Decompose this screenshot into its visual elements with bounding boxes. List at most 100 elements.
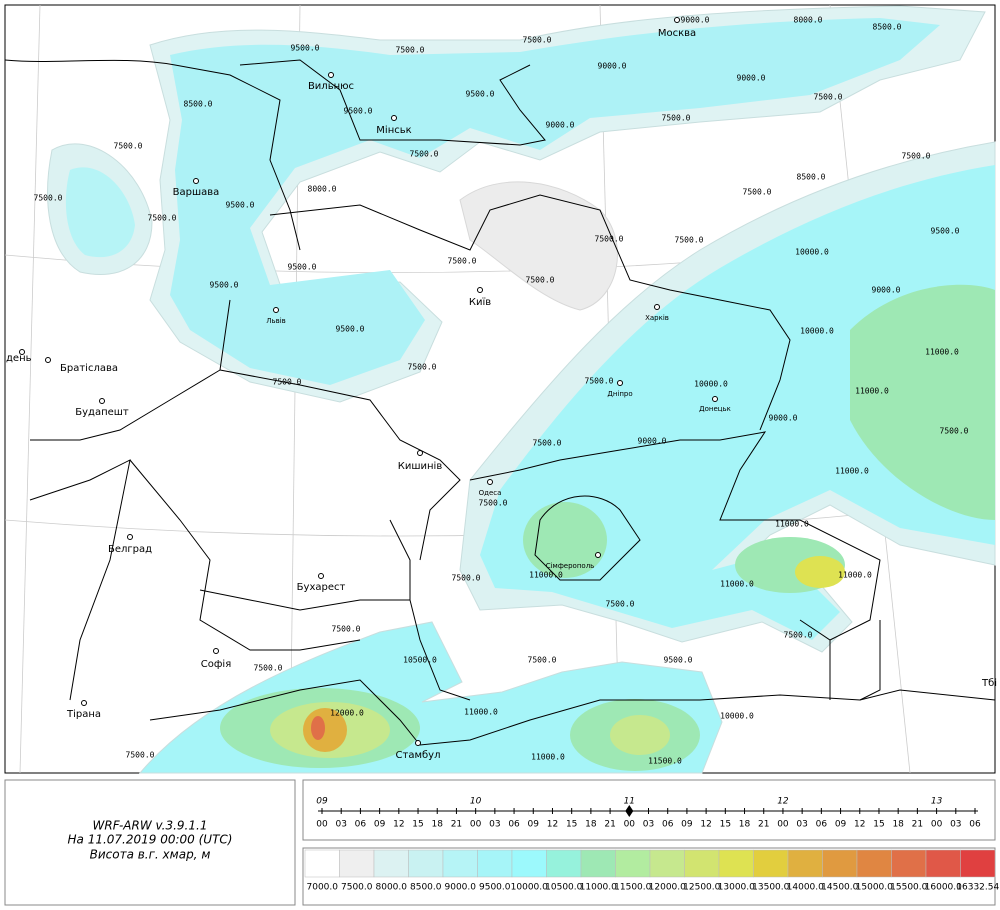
info-panel: WRF-ARW v.3.9.1.1 На 11.07.2019 00:00 (U… — [4, 779, 296, 906]
hour-label: 21 — [758, 820, 769, 830]
forecast-date: На 11.07.2019 00:00 (UTC) — [68, 833, 233, 847]
contour-label: 11000.0 — [855, 387, 889, 396]
colorbar-label: 14000.0 — [787, 883, 824, 893]
city-label: Софія — [201, 658, 231, 670]
hour-label: 09 — [528, 820, 540, 830]
contour-label: 7500.0 — [662, 114, 691, 123]
colorbar-label: 9000.0 — [445, 883, 477, 893]
hour-label: 12 — [854, 820, 865, 830]
border — [129, 459, 361, 651]
contour-label: 9000.0 — [638, 437, 667, 446]
contour-label: 7500.0 — [408, 363, 437, 372]
city-label: Кишинів — [398, 460, 443, 472]
hour-label: 21 — [604, 820, 615, 830]
colorbar-cell — [787, 849, 823, 878]
city-label: Тбі — [981, 677, 997, 689]
colorbar-cell — [684, 849, 720, 878]
contour-label: 8500.0 — [797, 173, 826, 182]
city-marker — [674, 17, 680, 23]
city-marker — [328, 72, 334, 78]
cloud-area — [850, 284, 995, 520]
contour-label: 7500.0 — [254, 664, 283, 673]
hour-label: 18 — [585, 820, 597, 830]
border — [30, 299, 231, 441]
cloud-area — [480, 165, 995, 640]
colorbar-label: 13500.0 — [752, 883, 789, 893]
hour-label: 06 — [508, 820, 520, 830]
hour-label: 03 — [489, 820, 500, 830]
city-label: Мінськ — [376, 124, 411, 136]
colorbar-label: 16000.0 — [925, 883, 962, 893]
city-label: Варшава — [173, 187, 220, 198]
colorbar-cell — [546, 849, 582, 878]
city-marker — [417, 450, 423, 456]
border — [269, 194, 791, 431]
colorbar-label: 11500.0 — [614, 883, 651, 893]
hour-label: 21 — [451, 820, 462, 830]
contour-labels: 9500.0 7500.0 7500.0 9000.0 8000.0 8500.0 9500… — [34, 16, 969, 766]
contour-label: 9500.0 — [344, 107, 373, 116]
hour-label: 03 — [796, 820, 807, 830]
border — [29, 459, 131, 701]
city-label: Братіслава — [60, 362, 118, 374]
colorbar: 7000.0 7500.0 8000.0 8500.0 9000.0 9500.0 1000… — [302, 847, 999, 906]
contour-label: 7500.0 — [479, 499, 508, 508]
city-label: Донецьк — [699, 405, 731, 413]
city-marker — [487, 479, 493, 485]
field-name: Висота в.г. хмар, м — [90, 848, 211, 862]
contour-label: 10000.0 — [795, 248, 829, 257]
colorbar-cell — [615, 849, 651, 878]
contour-label: 8000.0 — [794, 16, 823, 25]
city-label: Львів — [266, 317, 286, 325]
city-marker — [127, 534, 133, 540]
model-name: WRF-ARW v.3.9.1.1 — [93, 819, 208, 833]
city-label: Одеса — [479, 489, 502, 497]
city-label: Вильнюс — [308, 81, 354, 92]
contour-label: 9500.0 — [336, 325, 365, 334]
city-label: Будапешт — [75, 407, 129, 418]
hour-label: 15 — [412, 820, 423, 830]
contour-label: 11000.0 — [838, 571, 872, 580]
hour-label: 06 — [355, 820, 367, 830]
colorbar-label: 7500.0 — [341, 883, 373, 893]
contour-label: 7500.0 — [34, 194, 63, 203]
day-label: 11 — [624, 797, 635, 807]
cloud-area — [170, 18, 940, 385]
contour-label: 7500.0 — [526, 276, 555, 285]
city-label: Белград — [108, 544, 152, 555]
colorbar-cell — [304, 849, 340, 878]
city-marker — [477, 287, 483, 293]
timeline: 00 03 06 09 12 15 18 21 00 03 06 09 12 15 18 21 00 03 06 09… — [302, 779, 996, 841]
coastline — [534, 495, 641, 581]
hour-label: 18 — [739, 820, 751, 830]
contour-label: 11000.0 — [529, 571, 563, 580]
contour-label: 11000.0 — [464, 708, 498, 717]
borders — [4, 59, 996, 746]
border — [199, 519, 411, 611]
contour-label: 7500.0 — [595, 235, 624, 244]
colorbar-cell — [891, 849, 927, 878]
colorbar-label: 10500.0 — [545, 883, 582, 893]
city-marker — [193, 178, 199, 184]
contour-label: 7500.0 — [396, 46, 425, 55]
contour-label: 7500.0 — [114, 142, 143, 151]
colorbar-label: 11000.0 — [580, 883, 617, 893]
hour-label: 09 — [835, 820, 847, 830]
colorbar-label: 12000.0 — [649, 883, 686, 893]
contour-label: 9000.0 — [737, 74, 766, 83]
colorbar-cell — [580, 849, 616, 878]
contour-label: 9500.0 — [664, 656, 693, 665]
info-frame — [4, 779, 296, 906]
city-marker — [415, 740, 421, 746]
contour-label: 9500.0 — [226, 201, 255, 210]
city-label: Дніпро — [607, 390, 632, 398]
city-marker — [45, 357, 51, 363]
contour-label: 11000.0 — [531, 753, 565, 762]
contour-label: 12000.0 — [330, 709, 364, 718]
colorbar-cell — [442, 849, 478, 878]
coastline — [409, 599, 471, 701]
colorbar-label: 16332.54 — [956, 883, 999, 893]
contour-label: 7500.0 — [606, 600, 635, 609]
contour-label: 7500.0 — [902, 152, 931, 161]
